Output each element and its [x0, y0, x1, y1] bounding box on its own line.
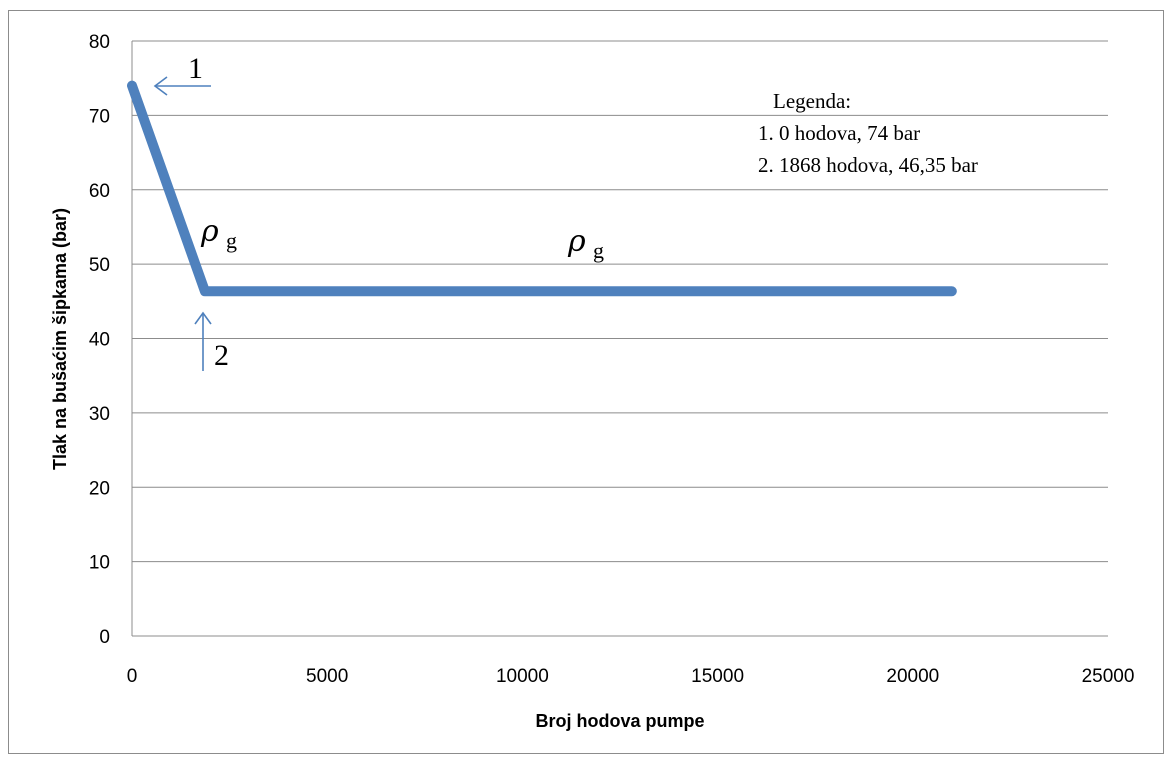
annotation-1-arrowhead: [153, 76, 168, 96]
x-axis-title: Broj hodova pumpe: [535, 711, 704, 731]
y-tick-label: 20: [89, 478, 110, 499]
y-tick-labels: 0 10 20 30 40 50 60 70 80: [89, 32, 110, 648]
rho-symbol-2: ρ: [567, 224, 586, 259]
rho-subscript-2: g: [593, 238, 604, 263]
legend-item-2: 2. 1868 hodova, 46,35 bar: [758, 153, 978, 177]
y-tick-label: 40: [89, 330, 110, 351]
y-tick-label: 80: [89, 32, 110, 53]
rho-label-1: ρ g: [200, 214, 237, 253]
gridlines: [131, 40, 1108, 637]
series-group: [127, 80, 957, 297]
annotation-1-label: 1: [188, 52, 203, 85]
y-tick-label: 70: [89, 106, 110, 127]
rho-subscript-1: g: [226, 228, 237, 253]
rho-symbol-1: ρ: [200, 214, 219, 249]
y-axis-title: Tlak na bušaćim šipkama (bar): [50, 208, 70, 470]
legend-item-1: 1. 0 hodova, 74 bar: [758, 121, 920, 145]
y-tick-label: 0: [99, 627, 110, 648]
x-tick-label: 15000: [691, 666, 744, 687]
series-line-1: [127, 80, 957, 297]
y-tick-label: 50: [89, 255, 110, 276]
annotation-2-arrowhead: [194, 311, 212, 325]
x-tick-label: 5000: [306, 666, 348, 687]
x-tick-label: 10000: [496, 666, 549, 687]
x-tick-label: 25000: [1082, 666, 1135, 687]
y-tick-label: 60: [89, 181, 110, 202]
annotation-2-label: 2: [214, 339, 229, 372]
x-tick-label: 20000: [886, 666, 939, 687]
legend-title: Legenda:: [773, 89, 851, 113]
x-tick-labels: 0 5000 10000 15000 20000 25000: [127, 666, 1135, 687]
y-tick-label: 10: [89, 553, 110, 574]
annotation-2: 2: [194, 311, 229, 372]
chart-frame: [8, 10, 1164, 754]
legend: Legenda: 1. 0 hodova, 74 bar 2. 1868 hod…: [758, 89, 978, 177]
y-tick-label: 30: [89, 404, 110, 425]
x-tick-label: 0: [127, 666, 138, 687]
annotation-1: 1: [153, 52, 211, 96]
rho-label-2: ρ g: [567, 224, 604, 263]
